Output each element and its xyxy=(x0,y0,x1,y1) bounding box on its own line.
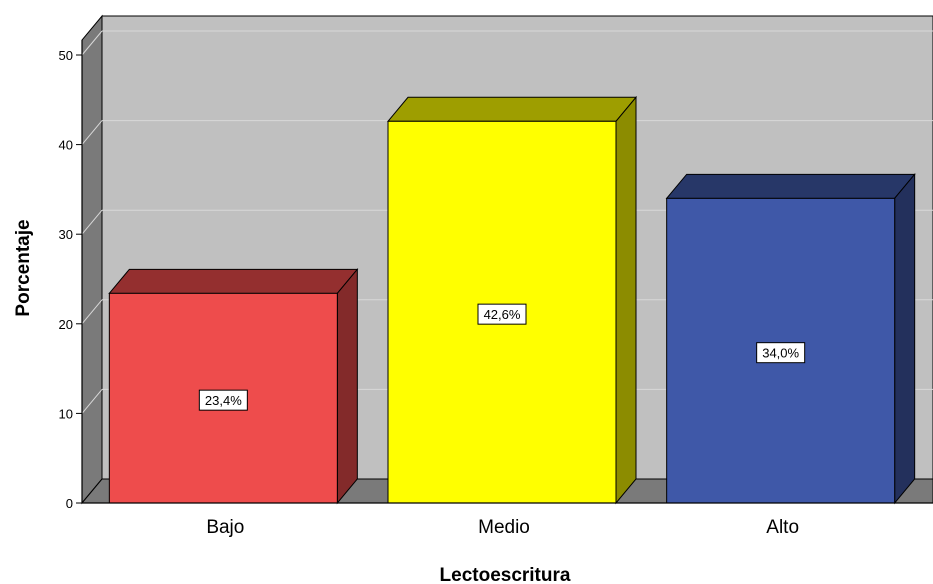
data-label: 34,0% xyxy=(756,342,806,364)
data-labels: 23,4% 42,6% 34,0% xyxy=(198,303,806,411)
x-category-label: Alto xyxy=(766,517,799,538)
y-tick-label: 0 xyxy=(66,496,73,511)
data-label: 23,4% xyxy=(198,389,248,411)
bar-alto xyxy=(665,172,916,505)
x-category-label: Medio xyxy=(478,517,530,538)
axes xyxy=(81,40,933,504)
gridline-side xyxy=(81,30,103,56)
bar-side-face xyxy=(615,95,637,505)
bar-top-face xyxy=(386,96,638,122)
data-label-box xyxy=(477,303,527,325)
data-label-box xyxy=(756,342,806,364)
y-tick-label: 30 xyxy=(59,227,73,242)
data-label-text: 34,0% xyxy=(762,346,799,361)
y-tick-label: 40 xyxy=(59,138,73,153)
side-wall xyxy=(81,14,103,505)
bar-medio xyxy=(386,95,638,505)
bar-side-face xyxy=(894,172,916,505)
gridline-side xyxy=(81,209,103,235)
data-label-text: 42,6% xyxy=(484,307,521,322)
data-label-text: 23,4% xyxy=(205,393,242,408)
gridline-side xyxy=(81,389,103,414)
y-axis-title: Porcentaje xyxy=(13,219,34,316)
data-label-box xyxy=(198,389,248,411)
x-axis-title: Lectoescritura xyxy=(440,565,571,584)
bar-side-face xyxy=(336,267,358,505)
y-tick-label: 50 xyxy=(59,48,73,63)
x-category-label: Bajo xyxy=(206,517,244,538)
gridline-side xyxy=(81,120,103,145)
bar-top-face xyxy=(108,268,359,294)
gridline-side xyxy=(81,299,103,325)
bar-top-face xyxy=(665,173,916,199)
bar-bajo xyxy=(108,267,359,505)
y-tick-labels: 0 10 20 30 40 50 xyxy=(59,48,82,511)
y-tick-label: 10 xyxy=(59,406,73,421)
y-tick-label: 20 xyxy=(59,317,73,332)
data-label: 42,6% xyxy=(477,303,527,325)
x-category-labels: Bajo Medio Alto xyxy=(206,517,799,538)
